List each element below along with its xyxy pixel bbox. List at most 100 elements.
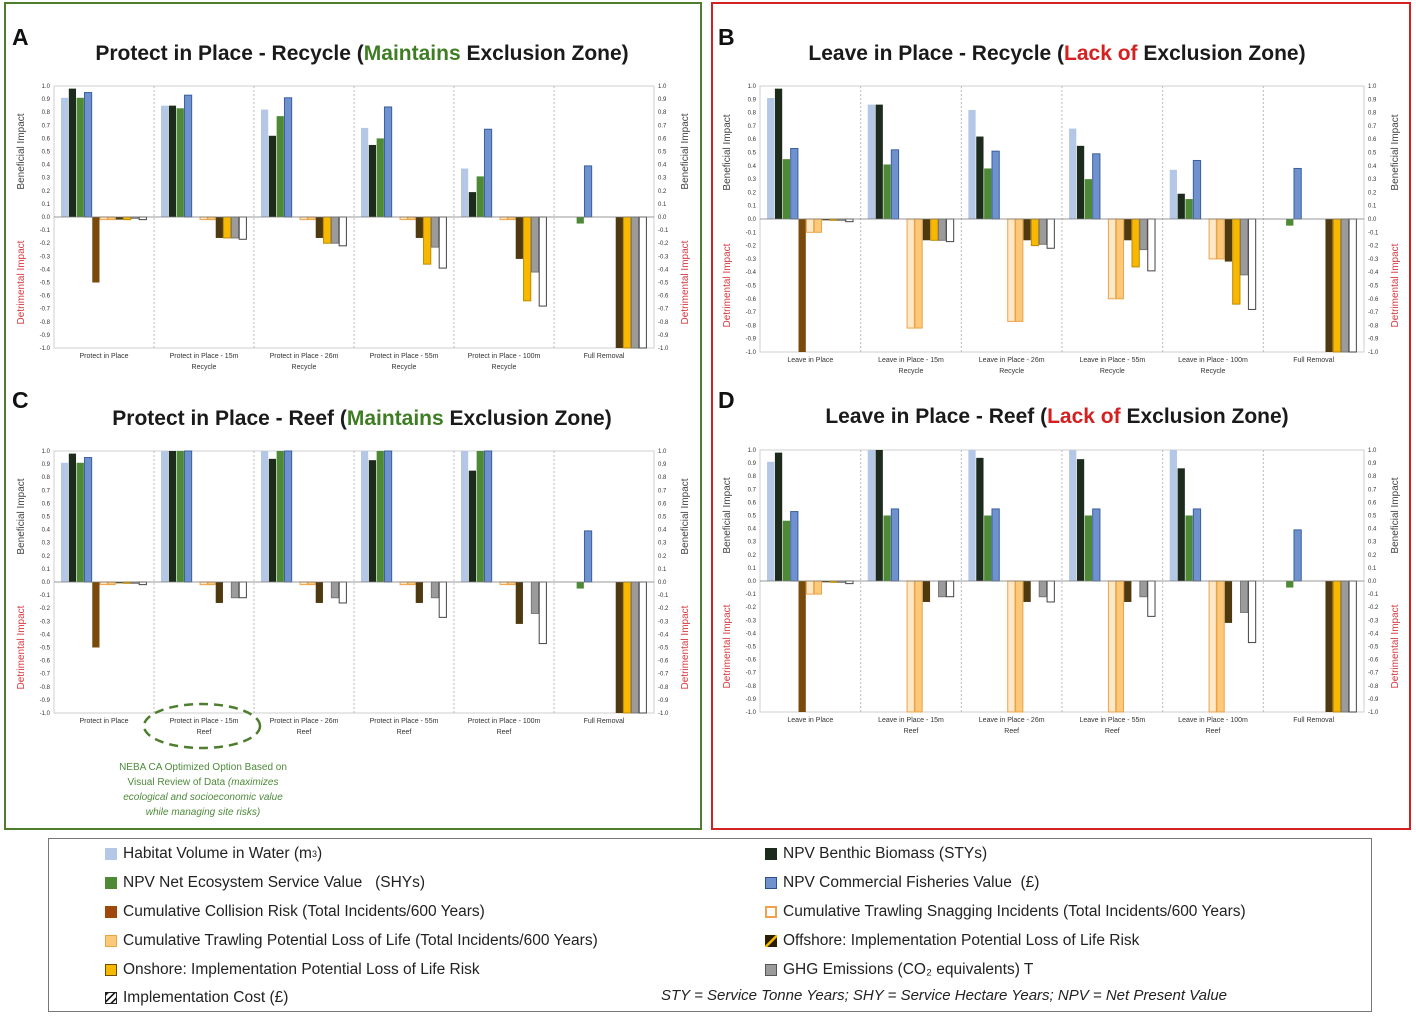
bar-ghg xyxy=(430,581,440,599)
bar-ecosystem xyxy=(1286,219,1294,226)
panel-title-d-prefix: Leave in Place - Reef ( xyxy=(825,405,1048,428)
legend-label-snagging: Cumulative Trawling Snagging Incidents (… xyxy=(783,903,1246,920)
bar-fisheries xyxy=(283,97,293,218)
y-tick-left: 0.6 xyxy=(748,500,757,506)
y-tick-left: -0.2 xyxy=(40,241,51,247)
bar-offshore xyxy=(1124,219,1132,241)
bar-onshore xyxy=(1030,218,1040,247)
panel-title-b-suffix: Exclusion Zone) xyxy=(1137,42,1306,65)
legend-label-onshore: Onshore: Implementation Potential Loss o… xyxy=(123,961,480,978)
bar-benthic xyxy=(1177,193,1185,219)
category-label: Reef xyxy=(1105,728,1120,735)
bar-cost xyxy=(638,216,647,349)
bar-ghg xyxy=(1038,580,1047,598)
bar-habitat xyxy=(968,450,976,581)
y-tick-left: 0.5 xyxy=(748,151,757,157)
bar-ghg xyxy=(530,581,540,614)
y-tick-right: 0.1 xyxy=(658,202,667,208)
bar-ghg xyxy=(1038,218,1047,245)
y-tick-right: 0.6 xyxy=(658,136,667,142)
category-label: Protect in Place xyxy=(79,718,128,725)
y-tick-right: -0.9 xyxy=(1368,697,1379,703)
y-tick-left: 0.2 xyxy=(42,554,51,560)
detrimental-axis-label-left: Detrimental Impact xyxy=(722,604,733,688)
bar-habitat xyxy=(767,461,775,581)
bar-fisheries xyxy=(183,450,193,583)
y-tick-left: 0.9 xyxy=(748,461,757,467)
bar-ghg xyxy=(430,216,440,248)
bar-ecosystem xyxy=(1084,515,1093,581)
y-tick-right: -0.6 xyxy=(1368,658,1379,664)
category-label: Leave in Place - 26m xyxy=(979,717,1045,724)
bar-offshore xyxy=(822,219,830,221)
y-tick-right: 0.8 xyxy=(658,475,667,481)
y-tick-left: 0.8 xyxy=(748,111,757,117)
legend-item-fisheries: NPV Commercial Fisheries Value (£) xyxy=(765,874,1039,892)
beneficial-axis-label-right: Beneficial Impact xyxy=(1390,114,1401,190)
panel-title-b: Leave in Place - Recycle (Lack of Exclus… xyxy=(726,42,1388,66)
y-tick-left: -1.0 xyxy=(40,711,51,717)
y-tick-right: 0.2 xyxy=(658,554,667,560)
y-tick-left: 0.3 xyxy=(42,541,51,547)
category-label: Protect in Place xyxy=(79,353,128,360)
bar-ecosystem xyxy=(984,168,992,219)
y-tick-right: 0.6 xyxy=(658,501,667,507)
bar-fisheries xyxy=(1293,167,1302,220)
bar-cost xyxy=(1348,580,1357,713)
y-tick-right: 0.7 xyxy=(658,123,667,129)
bar-ecosystem xyxy=(176,108,184,217)
panel-title-d-suffix: Exclusion Zone) xyxy=(1120,405,1289,428)
bar-benthic xyxy=(1076,145,1085,219)
bar-fisheries xyxy=(1092,508,1101,582)
y-tick-left: -0.9 xyxy=(746,697,757,703)
bar-habitat xyxy=(361,127,369,217)
ghg-swatch-icon xyxy=(765,964,777,976)
legend-item-habitat: Habitat Volume in Water (m 3) xyxy=(105,845,322,863)
y-tick-left: -0.6 xyxy=(746,297,757,303)
bar-benthic xyxy=(875,104,883,219)
bar-ghg xyxy=(230,216,240,239)
y-tick-left: 0.2 xyxy=(748,190,757,196)
fisheries-swatch-icon xyxy=(765,877,777,889)
y-tick-right: 0.3 xyxy=(1368,540,1377,546)
bar-offshore xyxy=(1224,581,1233,623)
y-tick-right: 0.1 xyxy=(1368,566,1377,572)
category-label: Protect in Place - 26m xyxy=(270,718,339,725)
offshore-swatch-icon xyxy=(765,935,777,947)
y-tick-right: 0.5 xyxy=(658,515,667,521)
bar-cost xyxy=(338,581,347,604)
beneficial-axis-label-right: Beneficial Impact xyxy=(680,113,691,189)
y-tick-left: -0.3 xyxy=(746,618,757,624)
y-tick-right: 0.5 xyxy=(1368,514,1377,520)
y-tick-left: 0.5 xyxy=(42,150,51,156)
y-tick-left: -0.7 xyxy=(40,307,51,313)
y-tick-right: 0.4 xyxy=(658,528,667,534)
bar-cost xyxy=(438,581,447,618)
legend-item-onshore: Onshore: Implementation Potential Loss o… xyxy=(105,961,480,979)
bar-benthic xyxy=(268,458,277,582)
bar-ecosystem xyxy=(376,138,384,217)
category-label: Recycle xyxy=(492,364,517,371)
bar-snagging xyxy=(1208,580,1217,713)
bar-offshore xyxy=(315,217,323,238)
y-tick-right: 0.0 xyxy=(1368,579,1377,585)
y-tick-right: -0.5 xyxy=(658,281,669,287)
bar-habitat xyxy=(968,109,976,219)
callout-line2-italic: (maximizes xyxy=(227,777,279,788)
y-tick-left: 0.8 xyxy=(42,110,51,116)
callout-line3-text: ecological and socioeconomic value xyxy=(123,792,283,803)
bar-ghg xyxy=(1240,218,1249,276)
bar-cost xyxy=(238,581,247,599)
y-tick-left: 1.0 xyxy=(748,448,757,454)
bar-offshore xyxy=(215,582,223,603)
trawl-life-swatch-icon xyxy=(105,935,117,947)
bar-offshore xyxy=(515,217,523,259)
bar-habitat xyxy=(61,97,69,217)
bar-habitat xyxy=(867,104,875,219)
y-tick-left: 1.0 xyxy=(42,84,51,90)
panel-a-frame xyxy=(4,2,702,830)
panel-title-c-highlight: Maintains xyxy=(346,407,444,430)
bar-cost xyxy=(1147,218,1156,272)
category-label: Reef xyxy=(397,729,412,736)
y-tick-right: -0.6 xyxy=(1368,297,1379,303)
